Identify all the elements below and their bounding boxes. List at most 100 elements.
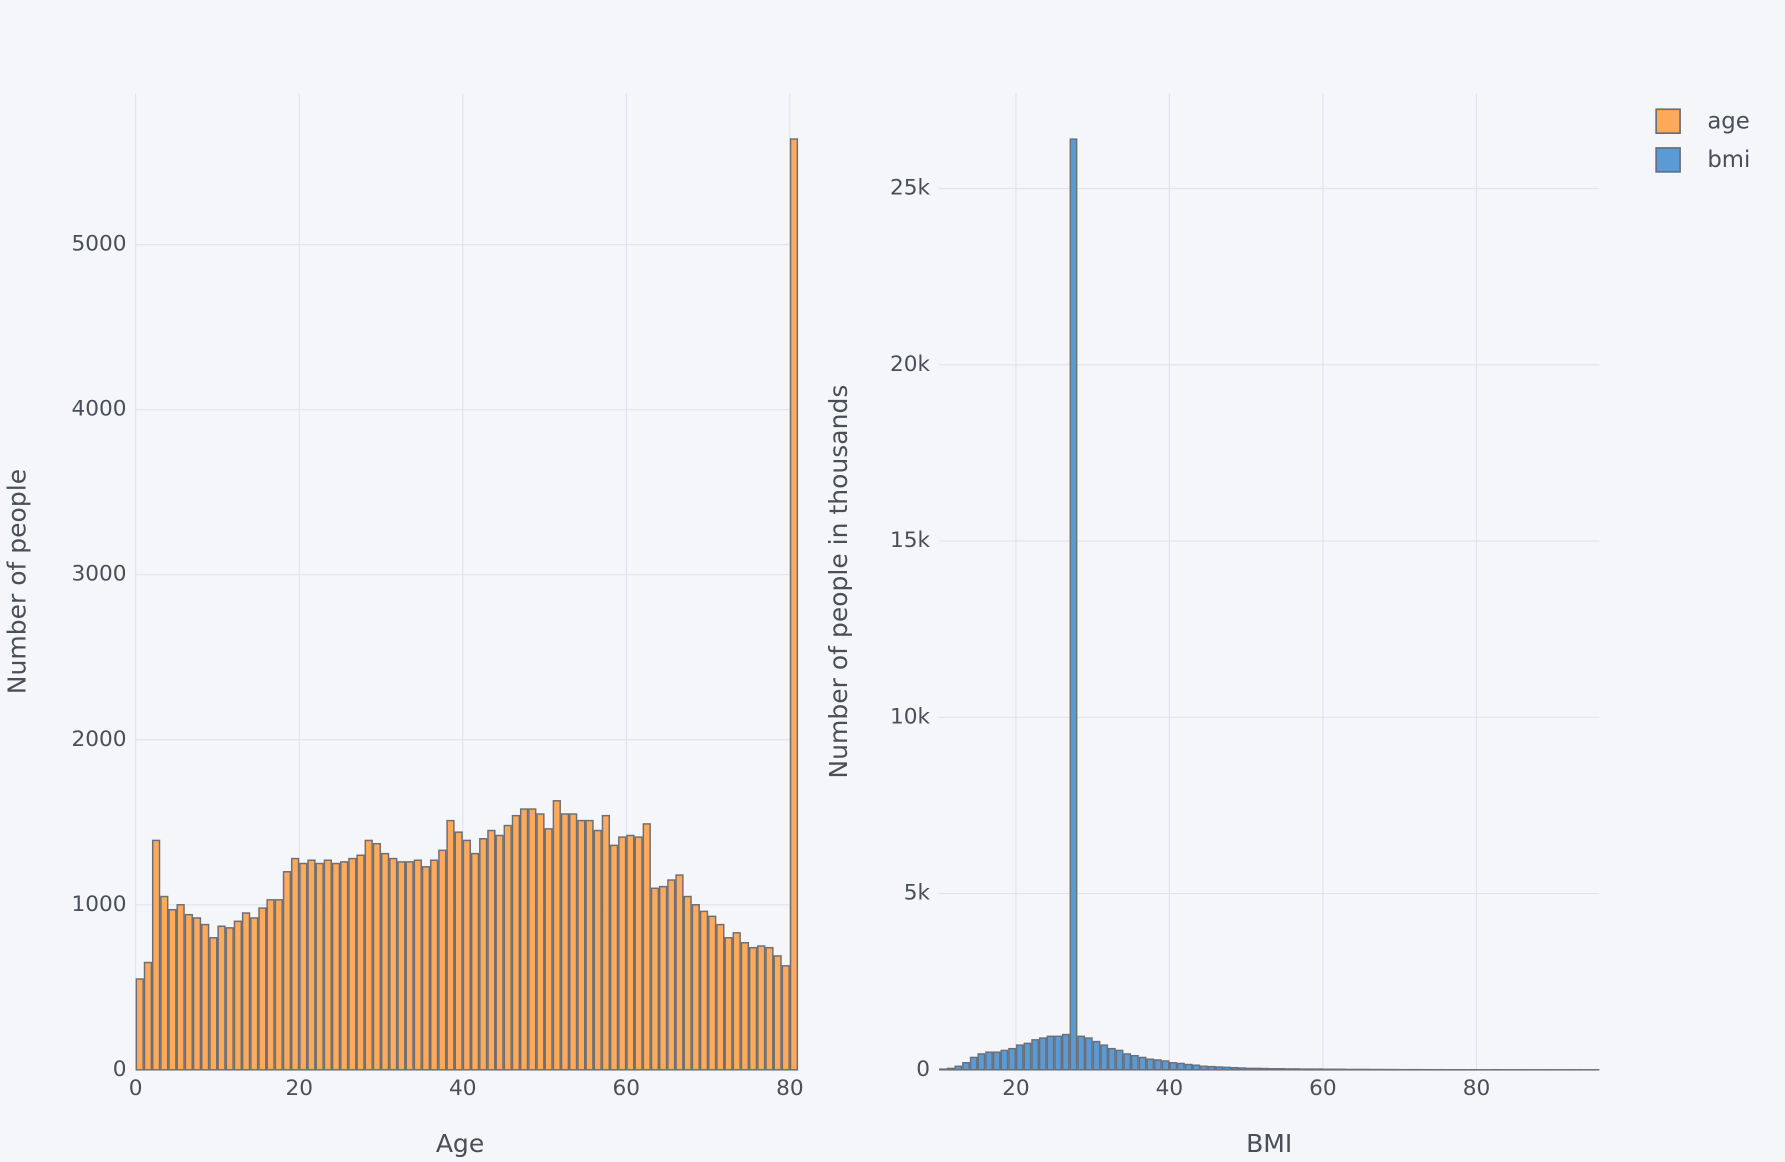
x-axis-title: Age bbox=[436, 1129, 484, 1158]
bar bbox=[1023, 1042, 1032, 1071]
bar bbox=[691, 904, 700, 1071]
bar bbox=[992, 1051, 1001, 1071]
bar bbox=[1307, 1068, 1316, 1071]
bar bbox=[1008, 1047, 1016, 1071]
bar bbox=[1169, 1062, 1178, 1071]
bar bbox=[699, 910, 709, 1071]
bar bbox=[1130, 1054, 1139, 1071]
bar bbox=[1207, 1065, 1216, 1071]
bar bbox=[716, 923, 725, 1071]
bar bbox=[413, 859, 422, 1071]
bar bbox=[1184, 1063, 1193, 1071]
bar bbox=[225, 927, 234, 1071]
bar bbox=[569, 813, 578, 1071]
bar bbox=[593, 829, 602, 1071]
bar bbox=[1299, 1068, 1308, 1071]
bar bbox=[340, 861, 349, 1071]
bar bbox=[168, 908, 177, 1071]
bar bbox=[781, 965, 790, 1071]
bar bbox=[250, 917, 259, 1071]
bar bbox=[192, 917, 202, 1071]
bar bbox=[1084, 1037, 1093, 1071]
bar bbox=[601, 814, 611, 1071]
bar bbox=[372, 842, 382, 1071]
bar bbox=[356, 854, 365, 1071]
bar bbox=[307, 859, 316, 1071]
bar bbox=[1161, 1060, 1170, 1071]
bar bbox=[1107, 1047, 1116, 1071]
bar bbox=[544, 828, 553, 1071]
bar bbox=[1123, 1053, 1132, 1071]
bar bbox=[789, 138, 799, 1071]
bar bbox=[274, 899, 283, 1071]
bar bbox=[757, 945, 766, 1071]
bar bbox=[429, 859, 439, 1071]
bar bbox=[405, 861, 414, 1071]
bar bbox=[233, 920, 243, 1071]
bar bbox=[1015, 1044, 1024, 1071]
y-tick-label: 10k bbox=[890, 704, 930, 729]
y-tick-label: 4000 bbox=[72, 397, 127, 422]
bar bbox=[1338, 1068, 1347, 1071]
bar bbox=[969, 1056, 978, 1071]
bar bbox=[511, 814, 521, 1071]
bar bbox=[519, 808, 529, 1071]
bar bbox=[176, 904, 185, 1071]
x-tick-label: 40 bbox=[449, 1076, 477, 1101]
y-tick-label: 20k bbox=[890, 352, 930, 377]
bar bbox=[331, 862, 341, 1071]
x-tick-label: 0 bbox=[129, 1076, 143, 1101]
bar bbox=[528, 808, 537, 1071]
bar bbox=[939, 1068, 947, 1071]
legend-swatch bbox=[1655, 108, 1681, 135]
bar bbox=[495, 834, 504, 1071]
bar bbox=[241, 912, 251, 1071]
bar bbox=[470, 852, 480, 1071]
bar bbox=[1238, 1067, 1247, 1071]
bar bbox=[364, 839, 373, 1071]
y-tick-label: 0 bbox=[916, 1057, 930, 1082]
bar bbox=[773, 955, 782, 1071]
bar bbox=[675, 874, 684, 1071]
bar bbox=[1330, 1068, 1339, 1071]
bar bbox=[1292, 1068, 1300, 1071]
bar bbox=[135, 978, 144, 1071]
bar bbox=[1315, 1068, 1323, 1071]
y-axis-title: Number of people in thousands bbox=[824, 385, 853, 779]
bar bbox=[1192, 1064, 1201, 1071]
bar bbox=[585, 819, 594, 1071]
bar bbox=[1115, 1049, 1124, 1071]
bar bbox=[217, 925, 226, 1071]
bar bbox=[954, 1065, 963, 1071]
bar bbox=[397, 861, 406, 1071]
y-tick-label: 0 bbox=[113, 1057, 127, 1082]
bar bbox=[282, 871, 292, 1071]
bar bbox=[1100, 1044, 1109, 1071]
bar bbox=[708, 915, 717, 1071]
bar bbox=[151, 839, 161, 1071]
bar bbox=[1223, 1066, 1231, 1071]
bar bbox=[658, 885, 668, 1071]
bar bbox=[985, 1051, 993, 1071]
legend-swatch bbox=[1655, 147, 1681, 173]
bar bbox=[446, 819, 455, 1071]
bar bbox=[634, 836, 643, 1071]
y-tick-label: 2000 bbox=[72, 727, 127, 752]
y-tick-label: 25k bbox=[890, 176, 930, 201]
bar bbox=[1177, 1062, 1185, 1071]
bar bbox=[560, 813, 570, 1071]
legend-label: age bbox=[1707, 108, 1749, 134]
bar bbox=[1069, 138, 1078, 1071]
bar bbox=[1284, 1068, 1293, 1071]
x-tick-label: 60 bbox=[1309, 1076, 1337, 1101]
x-tick-label: 60 bbox=[613, 1076, 641, 1101]
bar bbox=[143, 961, 153, 1071]
bar bbox=[748, 946, 758, 1071]
bar bbox=[1253, 1067, 1262, 1071]
bar bbox=[724, 937, 733, 1071]
bar bbox=[642, 823, 651, 1071]
bar bbox=[650, 887, 660, 1071]
bar bbox=[389, 857, 398, 1071]
x-axis-title: BMI bbox=[1246, 1129, 1292, 1158]
